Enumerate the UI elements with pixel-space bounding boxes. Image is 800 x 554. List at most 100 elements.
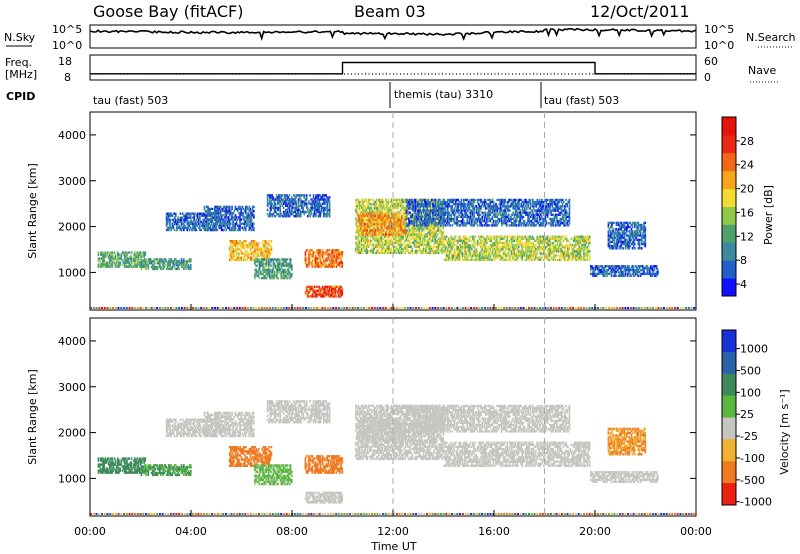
power-cell	[363, 200, 365, 204]
power-cell	[564, 237, 567, 240]
power-cell	[227, 218, 230, 221]
power-cell	[586, 250, 589, 253]
power-cell	[461, 239, 464, 243]
power-cell	[123, 257, 126, 260]
power-cell	[391, 217, 394, 220]
power-cell	[511, 241, 513, 245]
power-cell	[412, 229, 415, 232]
power-cell	[282, 210, 285, 214]
power-cell	[374, 233, 377, 236]
power-cell	[356, 229, 358, 232]
power-cell	[287, 268, 290, 271]
power-cell	[230, 228, 232, 232]
power-cell	[253, 254, 255, 257]
power-cell	[225, 228, 228, 232]
power-cell	[563, 252, 566, 255]
power-cell	[224, 209, 226, 213]
power-cell	[251, 212, 254, 215]
power-cell	[463, 258, 465, 261]
power-cell	[495, 239, 497, 243]
power-cell	[197, 222, 200, 226]
power-cell	[428, 239, 431, 242]
power-cell	[539, 248, 542, 251]
power-cell	[387, 212, 389, 215]
power-cell	[551, 248, 553, 251]
power-cell	[413, 237, 416, 240]
power-cell	[331, 293, 333, 296]
power-cell	[420, 231, 423, 234]
power-cell	[300, 200, 302, 203]
power-cell	[529, 254, 531, 257]
power-cell	[387, 241, 389, 244]
power-cell	[320, 206, 323, 210]
power-cell	[453, 239, 456, 243]
power-cell	[512, 235, 514, 238]
power-cell	[305, 202, 308, 205]
power-cell	[464, 258, 466, 261]
power-cell	[249, 244, 252, 247]
power-cell	[370, 206, 372, 210]
power-cell	[429, 213, 432, 216]
power-cell	[481, 248, 483, 251]
freq-right-tick-bottom: 0	[704, 71, 711, 84]
power-cell	[402, 225, 404, 228]
power-cell	[320, 295, 323, 298]
power-cell	[461, 252, 464, 255]
power-cell	[183, 263, 185, 267]
power-cell	[421, 233, 424, 236]
power-cell	[483, 258, 486, 261]
power-cell	[272, 196, 275, 199]
power-cell	[207, 209, 209, 213]
power-cell	[315, 215, 317, 218]
power-cell	[266, 204, 269, 207]
power-cell	[436, 233, 439, 236]
power-cell	[407, 220, 410, 223]
power-cell	[404, 231, 407, 234]
power-cell	[271, 194, 273, 197]
power-cell	[246, 250, 248, 253]
power-cell	[388, 208, 391, 212]
power-cell	[256, 246, 259, 249]
power-cell	[492, 243, 495, 247]
power-cell	[278, 258, 280, 261]
power-cell	[565, 258, 568, 261]
power-cell	[371, 229, 374, 232]
power-cell	[297, 198, 300, 201]
power-cell	[514, 256, 517, 259]
power-cell	[409, 200, 411, 204]
power-cell	[165, 267, 168, 271]
power-cell	[214, 207, 216, 211]
power-cell	[340, 261, 342, 264]
power-cell	[365, 231, 368, 234]
power-cell	[406, 233, 409, 236]
power-cell	[512, 256, 514, 259]
power-cell	[242, 222, 245, 225]
power-cell	[404, 208, 407, 212]
power-cell	[187, 226, 190, 230]
power-cell	[288, 194, 291, 197]
power-cell	[393, 202, 395, 206]
power-cell	[313, 291, 316, 294]
power-cell	[265, 270, 268, 274]
power-cell	[389, 229, 392, 232]
power-cell	[358, 233, 361, 236]
power-cell	[381, 202, 384, 206]
power-cell	[337, 289, 340, 292]
power-cell	[521, 241, 523, 245]
power-cell	[460, 250, 463, 253]
power-cell	[553, 250, 555, 253]
power-cell	[520, 254, 522, 257]
power-cell	[429, 245, 432, 248]
power-cell	[448, 252, 450, 255]
power-cell	[544, 239, 546, 243]
power-cell	[559, 248, 561, 251]
power-cell	[383, 206, 386, 210]
power-cell	[310, 206, 313, 210]
power-cell	[565, 243, 568, 247]
power-cell	[232, 256, 235, 259]
power-cell	[165, 220, 168, 223]
power-cell	[311, 289, 314, 292]
power-cell	[261, 270, 263, 274]
power-cell	[303, 196, 306, 199]
power-cell	[282, 262, 285, 265]
